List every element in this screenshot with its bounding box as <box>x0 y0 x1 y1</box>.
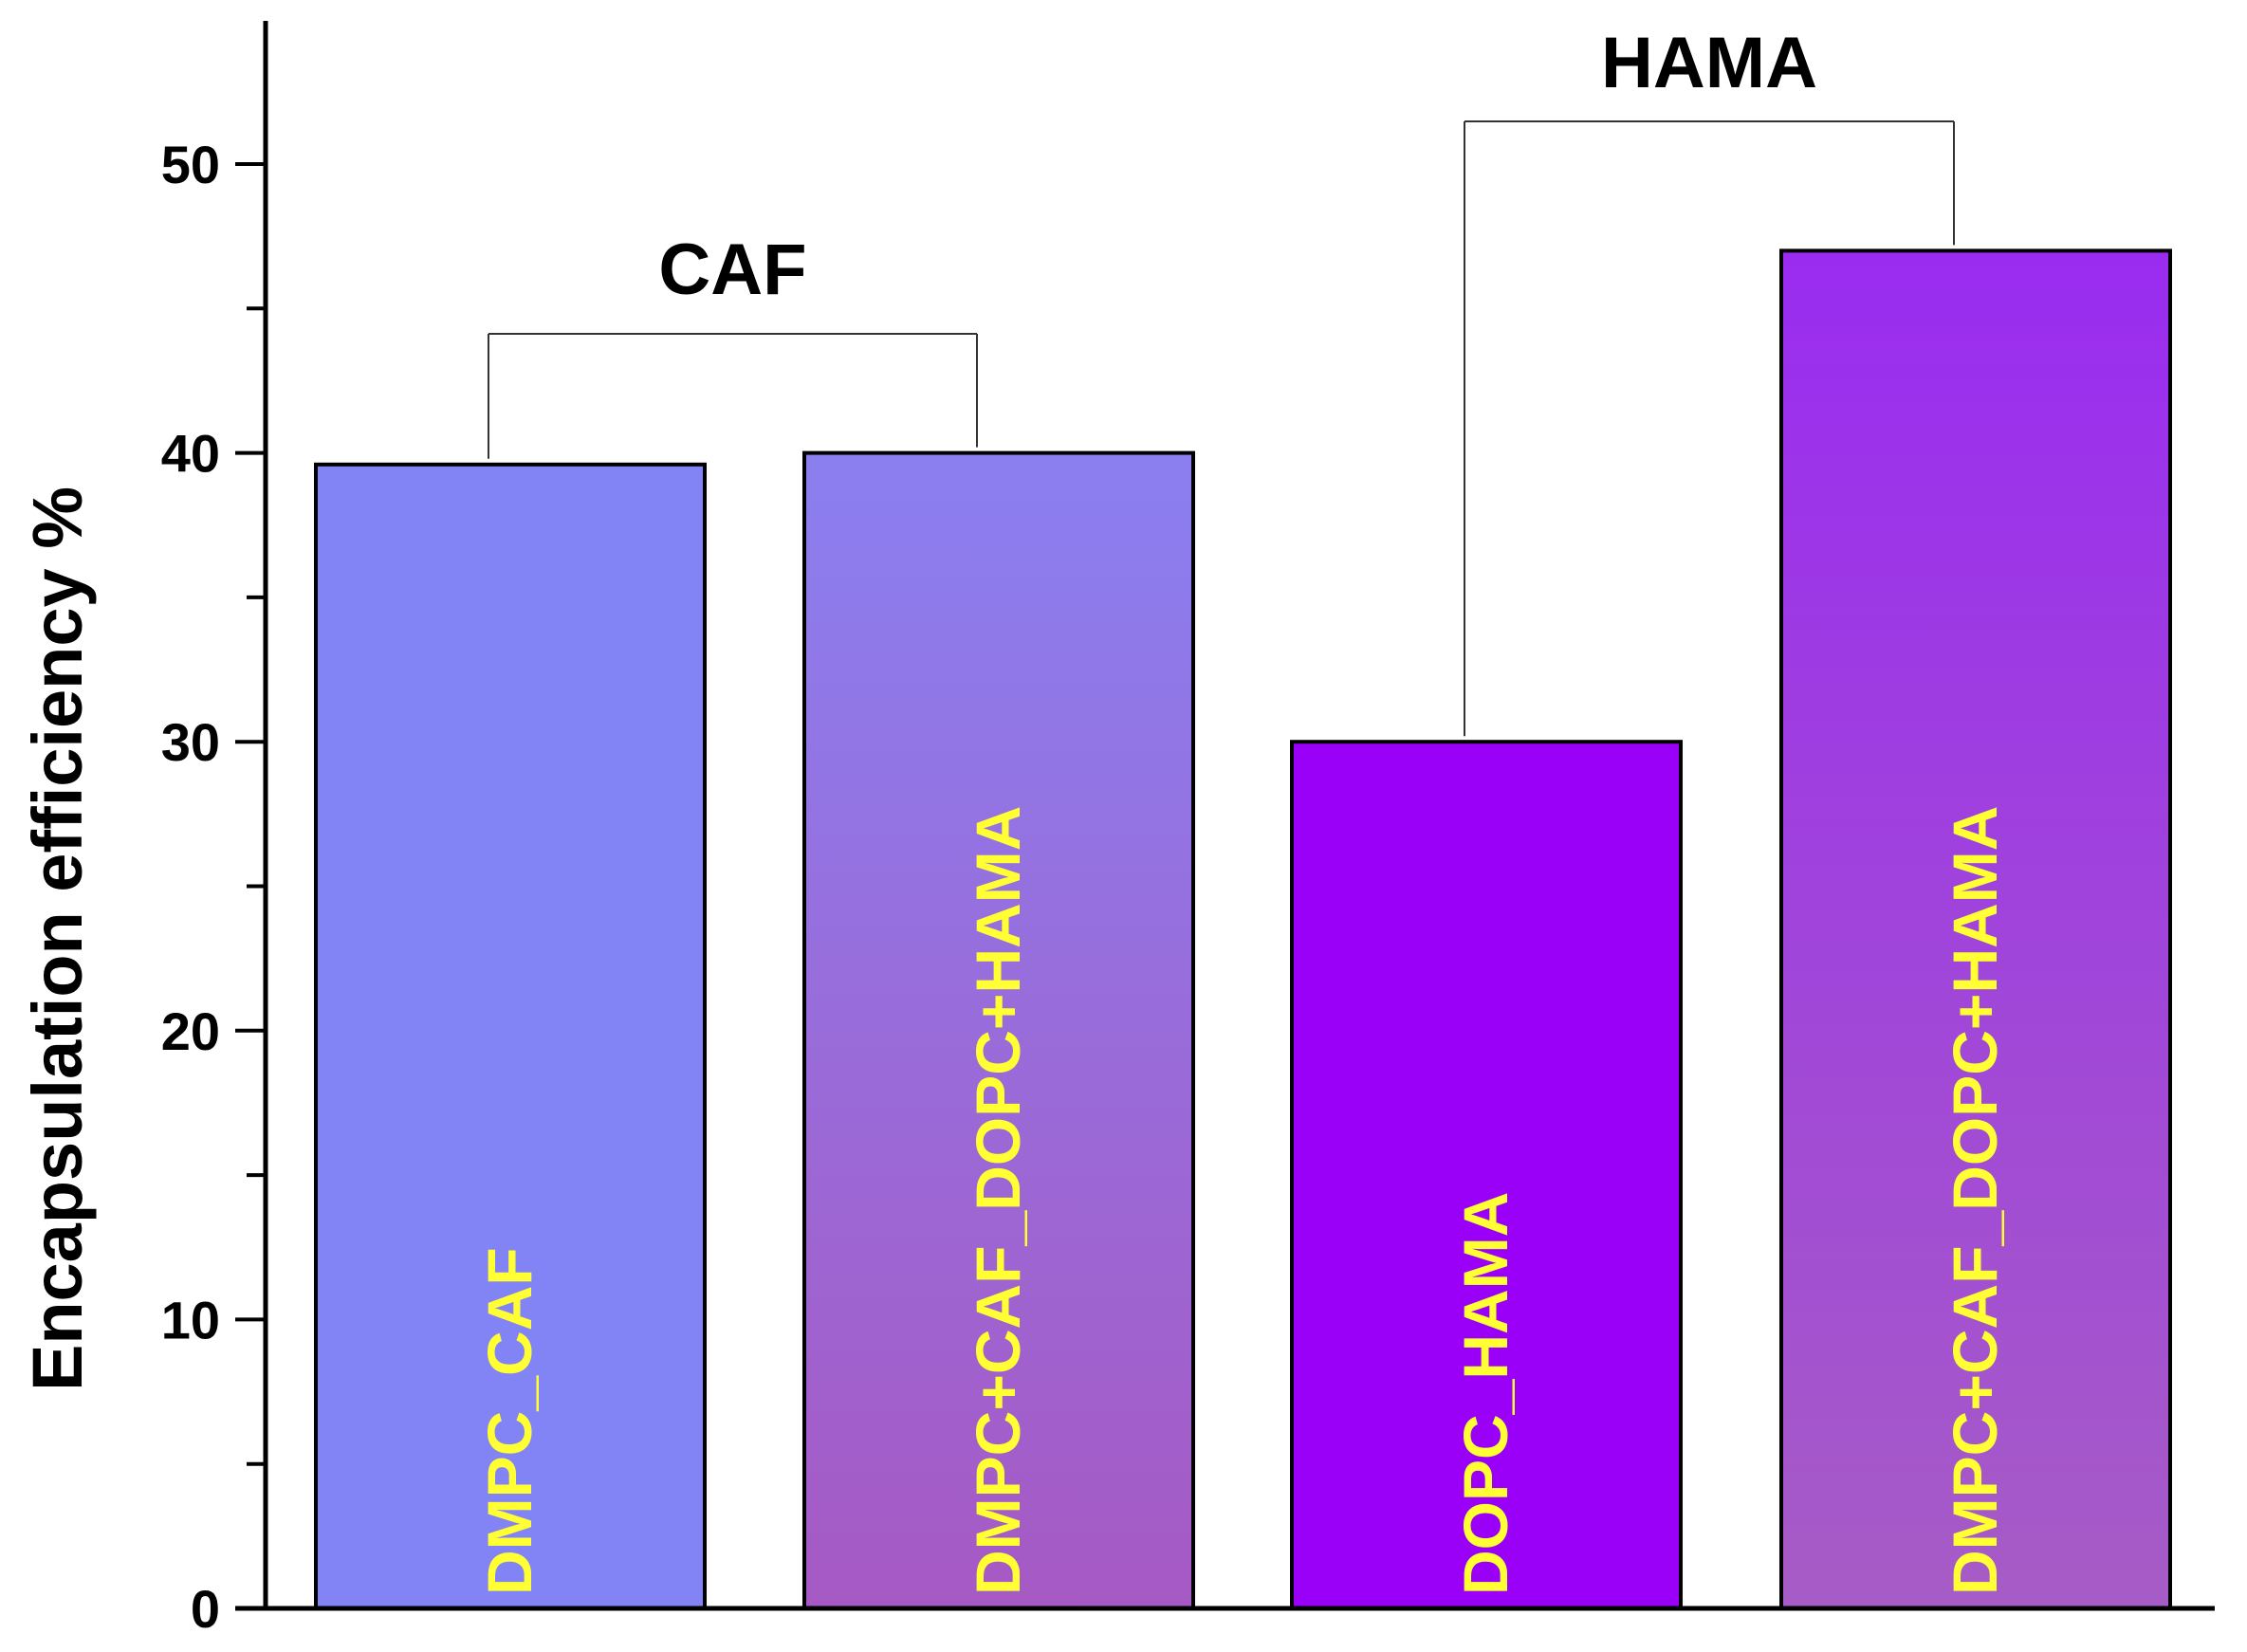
bar-label: DMPC+CAF_DOPC+HAMA <box>1940 806 2010 1595</box>
bar-label: DOPC_HAMA <box>1450 1192 1520 1595</box>
y-tick-label: 20 <box>161 1001 220 1061</box>
axes-layer <box>235 21 2215 1611</box>
group-brackets: CAF HAMA <box>488 23 1955 737</box>
bar-4 <box>1779 248 2172 1610</box>
y-tick-label: 40 <box>161 424 220 484</box>
bar-3 <box>1290 740 1683 1610</box>
bar-2 <box>802 450 1195 1611</box>
y-axis-title: Encapsulation efficiency % <box>18 486 97 1391</box>
bar-1 <box>314 462 707 1610</box>
bar-label: DMPC_CAF <box>474 1247 544 1595</box>
y-tick-label: 10 <box>161 1290 220 1349</box>
y-tick-label: 0 <box>191 1579 220 1639</box>
y-tick-label: 50 <box>161 135 220 194</box>
group-label: CAF <box>658 229 806 310</box>
bars-layer: DMPC_CAF DMPC+CAF_DOPC+HAMA DOPC_HAMA DMPC+… <box>314 248 2172 1611</box>
group-label: HAMA <box>1601 23 1817 103</box>
y-tick-label: 30 <box>161 712 220 772</box>
bar-label: DMPC+CAF_DOPC+HAMA <box>963 806 1033 1595</box>
y-ticks: 0 10 20 30 40 50 <box>161 135 266 1639</box>
